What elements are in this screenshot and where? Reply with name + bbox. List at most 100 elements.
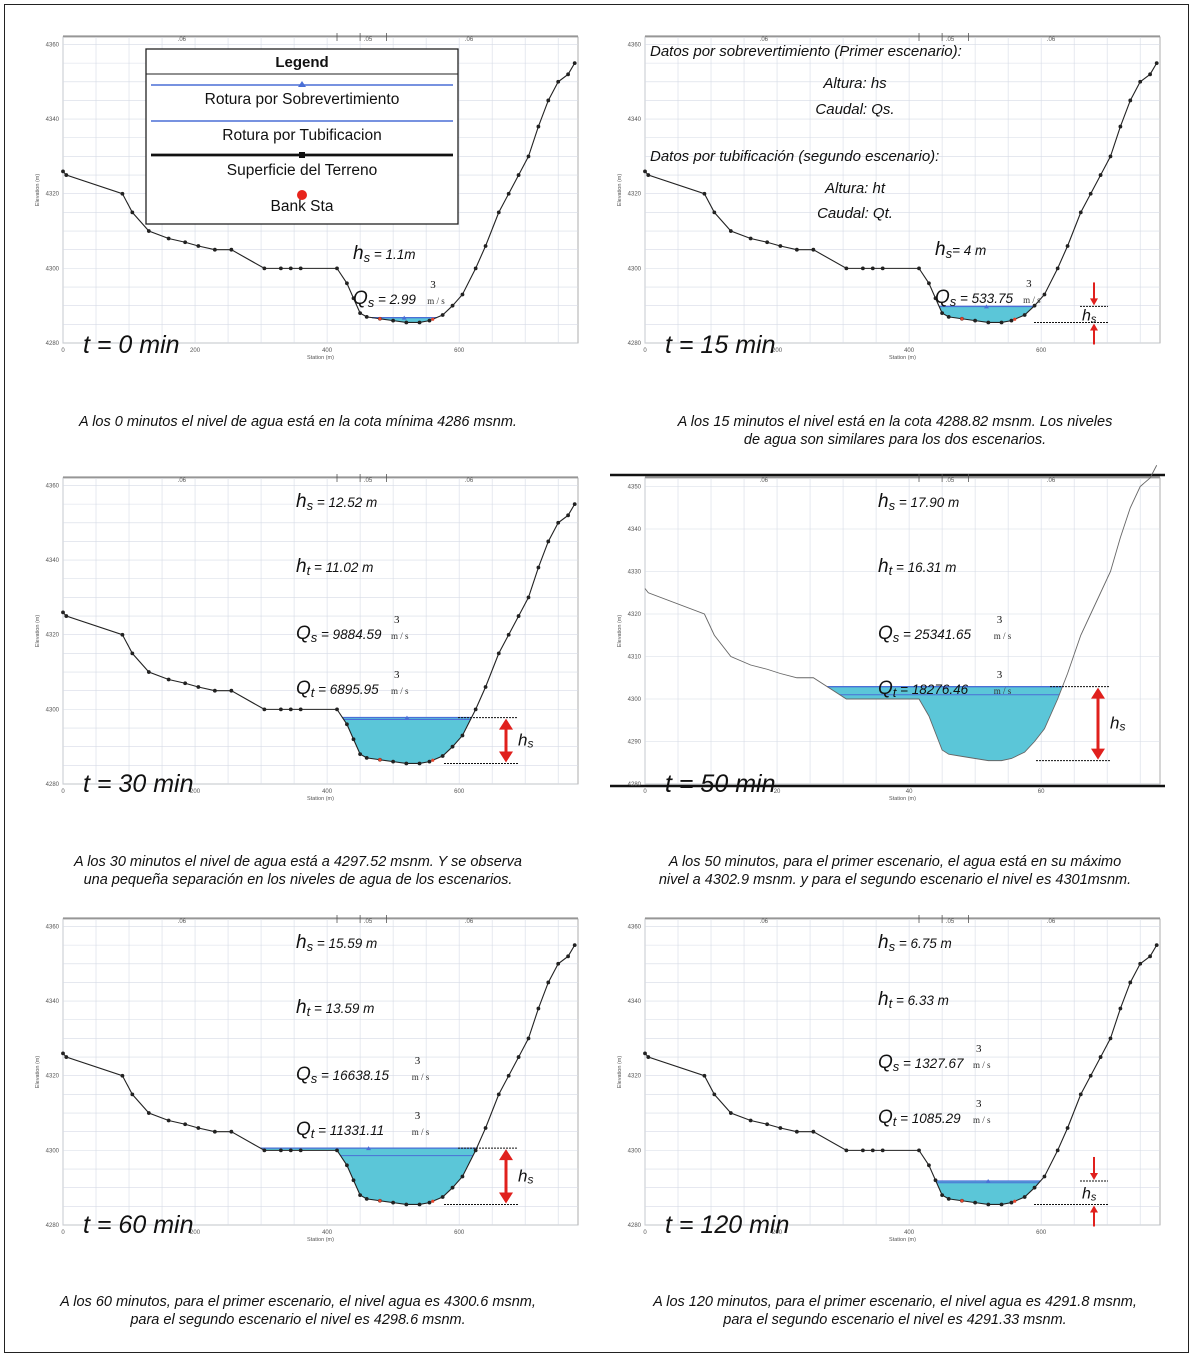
legend-item-label: Bank Sta [271, 198, 334, 215]
depth-arrow-head-up [1090, 323, 1098, 331]
terrain-point [64, 173, 69, 177]
y-tick-label: 4320 [628, 1074, 642, 1080]
terrain-point [345, 281, 349, 286]
time-label: t = 0 min [83, 331, 180, 359]
unit-label: m / s [973, 1060, 991, 1070]
manning-label: .05 [364, 478, 373, 484]
terrain-point [1128, 980, 1133, 985]
terrain-point [262, 1148, 267, 1153]
manning-label: .05 [364, 37, 373, 43]
terrain-point [358, 752, 363, 757]
y-tick-label: 4340 [628, 999, 642, 1005]
annotation-Qt: Qt = 11331.11 [296, 1119, 384, 1141]
terrain-point [566, 954, 570, 959]
y-tick-label: 4300 [46, 1148, 60, 1154]
time-label: t = 120 min [665, 1211, 789, 1239]
unit-label: m / s [994, 631, 1012, 641]
terrain-point [546, 539, 551, 544]
x-tick-label: 20 [774, 789, 781, 795]
terrain-point [566, 513, 570, 518]
terrain-point [643, 1051, 647, 1056]
annotation-Qs: Qs = 1327.67 [878, 1052, 964, 1074]
x-tick-label: 400 [904, 1230, 915, 1236]
depth-arrow-head-down [1090, 1172, 1098, 1180]
scenario-note: Datos por sobrevertimiento (Primer escen… [650, 43, 962, 60]
manning-label: .06 [178, 37, 187, 43]
annotation-hs: hs= 4 m [935, 239, 986, 261]
y-tick-label: 4340 [46, 117, 60, 123]
annotation-hs: hs = 12.52 m [296, 491, 377, 513]
terrain-point [1078, 1092, 1083, 1097]
terrain-point [748, 1118, 753, 1123]
depth-arrow-head-down [499, 751, 513, 763]
caption-line: de agua son similares para los dos escen… [743, 432, 1047, 448]
terrain-point [404, 761, 409, 766]
terrain-point [765, 1122, 770, 1127]
terrain-point [483, 244, 488, 248]
terrain-point [1118, 1006, 1123, 1011]
y-tick-label: 4330 [628, 570, 642, 576]
annotation-Qt: Qt = 18276.46 [878, 678, 969, 700]
annotation-Qs: Qs = 533.75 [935, 287, 1013, 309]
caption-5: A los 60 minutos, para el primer escenar… [8, 1293, 588, 1329]
x-tick-label: 0 [643, 348, 647, 354]
y-tick-label: 4320 [46, 633, 60, 639]
depth-arrow-head-down [1090, 298, 1098, 306]
terrain-line [62, 944, 576, 1206]
unit-superscript: 3 [976, 1043, 982, 1055]
annotation-Qs: Qs = 25341.65 [878, 623, 971, 645]
unit-superscript: 3 [394, 669, 400, 681]
terrain-point [646, 1055, 651, 1059]
terrain-point [450, 1185, 455, 1190]
x-tick-label: 600 [454, 348, 465, 354]
terrain-point [973, 1200, 978, 1205]
unit-superscript: 3 [415, 1110, 421, 1122]
terrain-point [927, 1163, 931, 1168]
caption-line: para el segundo escenario el nivel es 42… [130, 1312, 466, 1328]
y-tick-label: 4340 [46, 999, 60, 1005]
x-axis-label: Station (m) [889, 1237, 916, 1243]
terrain-point [572, 502, 577, 507]
depth-arrow-head-up [1091, 687, 1105, 699]
figure-frame [4, 4, 1189, 1353]
unit-superscript: 3 [1026, 278, 1032, 290]
y-tick-label: 4280 [628, 782, 642, 788]
terrain-point [516, 173, 521, 177]
terrain-point [496, 651, 501, 656]
time-label: t = 30 min [83, 770, 193, 798]
terrain-point [506, 632, 511, 637]
terrain-point [712, 1092, 717, 1097]
terrain-point [728, 229, 733, 233]
y-axis-label: Elevation (m) [617, 1056, 623, 1089]
terrain-point [212, 247, 217, 252]
annotation-Qt: Qt = 6895.95 [296, 678, 379, 700]
y-tick-label: 4310 [628, 655, 642, 661]
x-tick-label: 40 [906, 789, 913, 795]
terrain-point [229, 1129, 234, 1134]
terrain-point [794, 247, 799, 252]
terrain-point [166, 1118, 171, 1123]
terrain-point [1128, 98, 1133, 103]
terrain-point [417, 761, 422, 766]
terrain-point [61, 610, 65, 615]
terrain-point [794, 1129, 799, 1134]
terrain-point [946, 314, 951, 319]
manning-label: .06 [465, 478, 474, 484]
terrain-point [483, 1126, 488, 1130]
caption-6: A los 120 minutos, para el primer escena… [605, 1293, 1185, 1329]
terrain-point [483, 685, 488, 689]
terrain-point [298, 1148, 303, 1153]
x-tick-label: 0 [643, 1230, 647, 1236]
terrain-point [880, 1148, 885, 1153]
terrain-point [61, 1051, 65, 1056]
terrain-point [64, 614, 69, 618]
caption-line: A los 0 minutos el nivel de agua está en… [79, 414, 517, 430]
water-surface-triangle [942, 684, 948, 689]
chart-panel-6: 4280 4300 4320 4340 4360 0 200 400 600 Station (m… [610, 913, 1165, 1258]
annotation-Qs: Qs = 16638.15 [296, 1064, 389, 1086]
plot-area [644, 36, 1161, 344]
x-tick-label: 400 [322, 1230, 333, 1236]
x-tick-label: 0 [643, 789, 647, 795]
unit-superscript: 3 [997, 669, 1003, 681]
terrain-point [427, 1200, 432, 1205]
